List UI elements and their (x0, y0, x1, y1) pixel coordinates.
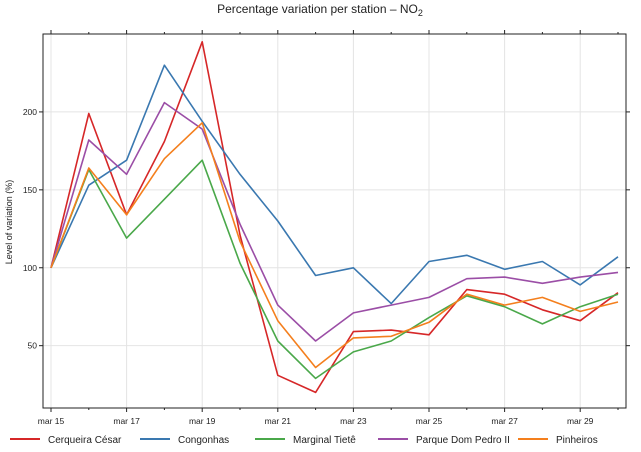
x-tick-label: mar 15 (38, 416, 65, 426)
y-axis-label: Level of variation (%) (4, 180, 14, 265)
y-tick-label: 100 (23, 263, 37, 273)
chart-title-subscript: 2 (418, 8, 423, 18)
y-tick-label: 50 (28, 341, 38, 351)
legend-label-congonhas: Congonhas (178, 435, 229, 446)
legend-label-pinheiros: Pinheiros (556, 435, 598, 446)
series-lines (50, 40, 619, 394)
y-tick-label: 200 (23, 107, 37, 117)
series-line-pinheiros (50, 122, 619, 369)
series-line-parque-dom-pedro-ii (50, 101, 619, 342)
chart-title: Percentage variation per station – NO2 (217, 2, 423, 18)
series-line-marginal-tiete (50, 159, 619, 380)
legend-label-parque-dom-pedro-ii: Parque Dom Pedro II (416, 435, 510, 446)
legend: Cerqueira César Congonhas Marginal Tietê Pa… (10, 435, 598, 446)
x-tick-label: mar 17 (113, 416, 140, 426)
axes: 50 100 150 200 mar 15 mar 17 mar 19 mar 21 mar 2… (23, 30, 630, 426)
chart-title-main: Percentage variation per station – NO (217, 2, 418, 16)
x-tick-label: mar 29 (567, 416, 594, 426)
x-tick-label: mar 21 (265, 416, 292, 426)
y-tick-label: 150 (23, 185, 37, 195)
x-tick-label: mar 25 (416, 416, 443, 426)
series-line-cerqueira-cesar (50, 40, 619, 394)
plot-frame (42, 33, 627, 409)
series-line-congonhas (50, 64, 619, 305)
x-tick-label: mar 23 (340, 416, 367, 426)
x-tick-label: mar 27 (491, 416, 518, 426)
legend-label-cerqueira-cesar: Cerqueira César (48, 435, 122, 446)
legend-label-marginal-tiete: Marginal Tietê (293, 435, 356, 446)
x-tick-label: mar 19 (189, 416, 216, 426)
